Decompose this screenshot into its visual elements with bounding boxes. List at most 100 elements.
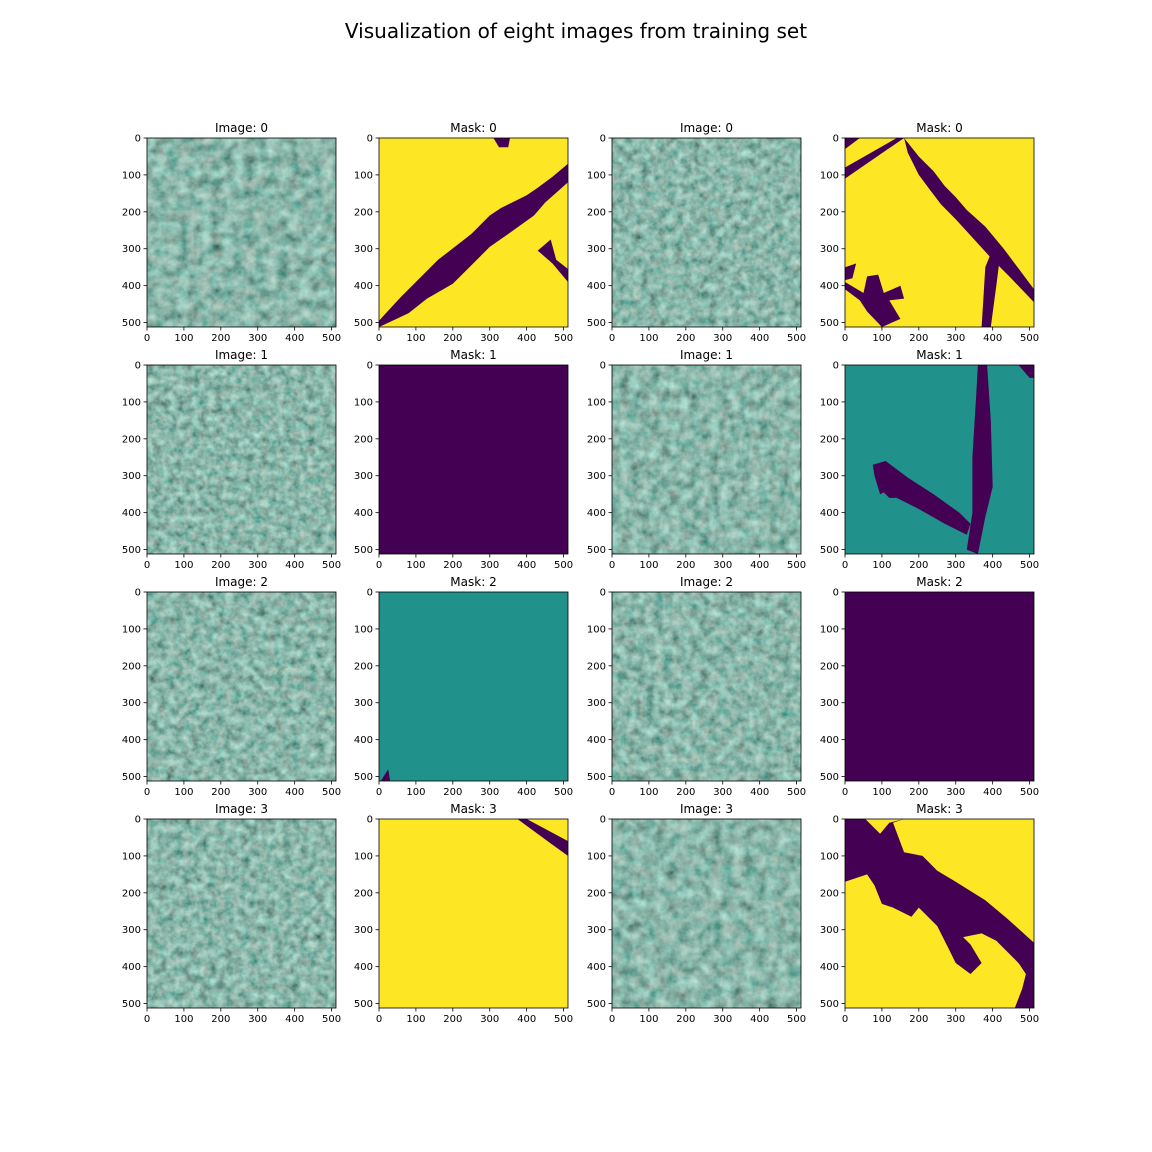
x-tick-label: 500 bbox=[554, 787, 573, 798]
y-tick-label: 500 bbox=[122, 999, 141, 1010]
y-tick-label: 300 bbox=[122, 244, 141, 255]
x-tick-label: 300 bbox=[713, 333, 732, 344]
y-tick-label: 200 bbox=[587, 207, 606, 218]
aerial-image-texture bbox=[612, 138, 801, 327]
y-tick-label: 300 bbox=[820, 698, 839, 709]
panel-title: Image: 1 bbox=[215, 348, 268, 362]
y-tick-label: 400 bbox=[354, 281, 373, 292]
y-tick-label: 0 bbox=[135, 588, 141, 599]
axes-frame bbox=[611, 364, 802, 555]
x-tick-label: 300 bbox=[713, 787, 732, 798]
axes-frame bbox=[844, 818, 1035, 1009]
y-tick-label: 100 bbox=[587, 624, 606, 635]
x-tick-label: 400 bbox=[517, 1014, 536, 1025]
x-tick-label: 100 bbox=[174, 560, 193, 571]
x-tick-label: 300 bbox=[946, 333, 965, 344]
x-tick-label: 500 bbox=[554, 1014, 573, 1025]
y-tick-label: 400 bbox=[122, 735, 141, 746]
mask-region bbox=[493, 138, 510, 148]
x-tick-label: 500 bbox=[322, 787, 341, 798]
panel-content bbox=[147, 819, 336, 1008]
y-tick-label: 300 bbox=[820, 925, 839, 936]
y-tick-label: 400 bbox=[354, 962, 373, 973]
mask-region bbox=[904, 138, 1034, 303]
x-tick-label: 400 bbox=[285, 560, 304, 571]
axes-frame bbox=[611, 818, 802, 1009]
x-tick-label: 300 bbox=[480, 1014, 499, 1025]
x-tick-label: 0 bbox=[842, 1014, 848, 1025]
x-tick-label: 200 bbox=[211, 1014, 230, 1025]
y-tick-label: 200 bbox=[587, 661, 606, 672]
y-tick-label: 200 bbox=[820, 661, 839, 672]
y-tick-label: 100 bbox=[122, 624, 141, 635]
x-tick-label: 0 bbox=[609, 1014, 615, 1025]
y-tick-label: 400 bbox=[587, 962, 606, 973]
y-tick-label: 400 bbox=[587, 508, 606, 519]
axes-frame bbox=[146, 364, 337, 555]
panel-title: Mask: 2 bbox=[916, 575, 962, 589]
x-tick-label: 400 bbox=[983, 787, 1002, 798]
x-tick-label: 500 bbox=[322, 560, 341, 571]
x-tick-label: 0 bbox=[609, 560, 615, 571]
y-tick-label: 100 bbox=[587, 397, 606, 408]
mask-background bbox=[379, 592, 568, 781]
x-tick-label: 100 bbox=[406, 560, 425, 571]
x-tick-label: 500 bbox=[1020, 560, 1039, 571]
y-tick-label: 400 bbox=[354, 735, 373, 746]
x-tick-label: 500 bbox=[554, 333, 573, 344]
x-tick-label: 300 bbox=[946, 1014, 965, 1025]
y-tick-label: 100 bbox=[354, 397, 373, 408]
y-tick-label: 100 bbox=[587, 851, 606, 862]
y-tick-label: 0 bbox=[600, 588, 606, 599]
y-tick-label: 400 bbox=[122, 281, 141, 292]
mask-region bbox=[537, 239, 568, 282]
y-tick-label: 200 bbox=[122, 888, 141, 899]
x-tick-label: 500 bbox=[787, 560, 806, 571]
y-tick-label: 300 bbox=[354, 471, 373, 482]
y-tick-label: 100 bbox=[820, 624, 839, 635]
y-tick-label: 200 bbox=[354, 207, 373, 218]
x-tick-label: 0 bbox=[609, 787, 615, 798]
y-tick-label: 100 bbox=[820, 851, 839, 862]
x-tick-label: 100 bbox=[872, 333, 891, 344]
y-tick-label: 200 bbox=[122, 207, 141, 218]
x-tick-label: 200 bbox=[211, 787, 230, 798]
x-tick-label: 300 bbox=[248, 1014, 267, 1025]
x-tick-label: 300 bbox=[480, 333, 499, 344]
x-tick-label: 200 bbox=[211, 560, 230, 571]
y-tick-label: 200 bbox=[354, 434, 373, 445]
panel-content bbox=[147, 592, 336, 781]
y-tick-label: 200 bbox=[354, 661, 373, 672]
aerial-image-texture bbox=[612, 592, 801, 781]
y-tick-label: 0 bbox=[135, 815, 141, 826]
y-tick-label: 100 bbox=[820, 397, 839, 408]
aerial-image-texture bbox=[147, 819, 336, 1008]
x-tick-label: 200 bbox=[909, 560, 928, 571]
aerial-image-texture bbox=[147, 138, 336, 327]
axes-frame bbox=[378, 364, 569, 555]
x-tick-label: 0 bbox=[144, 787, 150, 798]
x-tick-label: 500 bbox=[322, 1014, 341, 1025]
x-tick-label: 400 bbox=[285, 1014, 304, 1025]
mask-region bbox=[845, 263, 857, 281]
panel-title: Mask: 1 bbox=[916, 348, 962, 362]
y-tick-label: 300 bbox=[820, 244, 839, 255]
x-tick-label: 500 bbox=[554, 560, 573, 571]
panel-title: Image: 3 bbox=[215, 802, 268, 816]
y-tick-label: 400 bbox=[587, 281, 606, 292]
y-tick-label: 500 bbox=[587, 999, 606, 1010]
aerial-image-texture bbox=[612, 365, 801, 554]
mask-region bbox=[845, 819, 1034, 1008]
y-tick-label: 200 bbox=[820, 207, 839, 218]
x-tick-label: 300 bbox=[713, 1014, 732, 1025]
x-tick-label: 200 bbox=[676, 560, 695, 571]
panel-title: Mask: 3 bbox=[450, 802, 496, 816]
x-tick-label: 400 bbox=[285, 333, 304, 344]
x-tick-label: 0 bbox=[842, 787, 848, 798]
x-tick-label: 0 bbox=[144, 560, 150, 571]
y-tick-label: 0 bbox=[833, 815, 839, 826]
panel-title: Image: 0 bbox=[680, 121, 733, 135]
